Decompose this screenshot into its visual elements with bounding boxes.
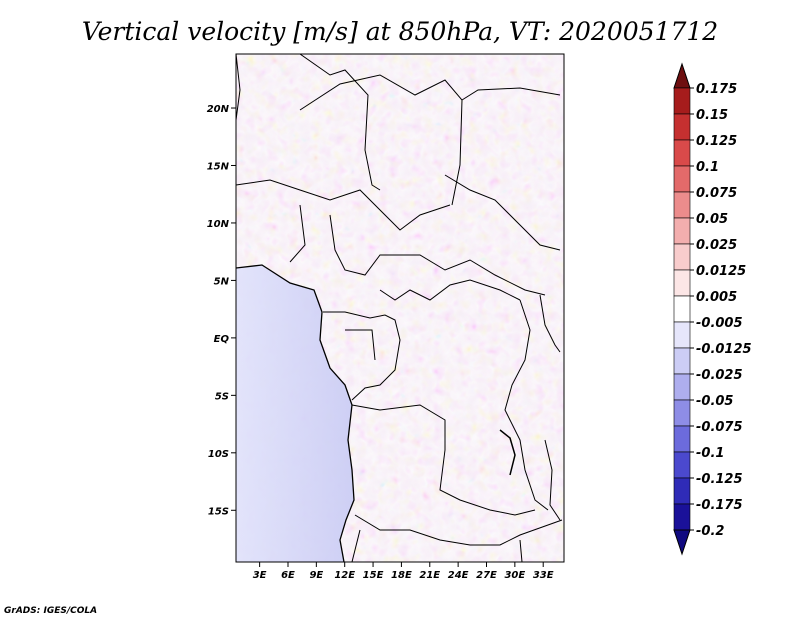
- colorbar-swatch: [673, 321, 691, 349]
- colorbar-swatch: [673, 139, 691, 167]
- y-tick-label: 5S: [215, 391, 229, 402]
- ocean-region: [236, 265, 354, 562]
- colorbar-label: -0.075: [696, 420, 743, 435]
- colorbar-label: 0.175: [696, 82, 737, 97]
- chart-title: Vertical velocity [m/s] at 850hPa, VT: 2…: [82, 17, 718, 46]
- colorbar-swatch: [673, 295, 691, 323]
- y-tick-label: 5N: [214, 276, 230, 287]
- colorbar-swatch: [673, 477, 691, 505]
- x-tick-label: 6E: [281, 570, 295, 581]
- colorbar-swatch: [673, 243, 691, 271]
- colorbar-label: 0.15: [696, 108, 728, 123]
- colorbar-label: 0.1: [696, 160, 719, 175]
- x-tick-label: 30E: [504, 570, 525, 581]
- colorbar-swatch: [673, 503, 691, 531]
- coastline-and-borders: [236, 54, 563, 562]
- colorbar-label: 0.125: [696, 134, 737, 149]
- y-tick-label: 20N: [207, 104, 230, 115]
- colorbar-swatch: [673, 191, 691, 219]
- y-tick-label: 15S: [208, 506, 229, 517]
- x-tick-label: 24E: [448, 570, 469, 581]
- y-tick-label: 10N: [207, 219, 230, 230]
- map-panel: 3E 6E 9E 12E 15E 18E 21E 24E 27E 30E 33E 20N 15N 10N…: [207, 53, 565, 581]
- x-tick-label: 18E: [391, 570, 412, 581]
- colorbar-swatch: [673, 217, 691, 245]
- y-tick-label: 10S: [208, 449, 229, 460]
- y-tick-label: 15N: [207, 161, 230, 172]
- colorbar-swatch: [673, 373, 691, 401]
- map-frame: [235, 53, 565, 563]
- colorbar-label: -0.05: [696, 394, 733, 409]
- colorbar-label: -0.2: [696, 524, 724, 539]
- colorbar-label: 0.005: [696, 290, 737, 305]
- x-tick-label: 33E: [533, 570, 554, 581]
- colorbar-label: -0.005: [696, 316, 743, 331]
- colorbar-swatch: [673, 425, 691, 453]
- colorbar-swatch: [673, 87, 691, 115]
- x-tick-label: 9E: [309, 570, 323, 581]
- x-tick-label: 3E: [253, 570, 267, 581]
- colorbar-swatch: [673, 451, 691, 479]
- colorbar-swatch: [673, 113, 691, 141]
- colorbar-label: 0.0125: [696, 264, 746, 279]
- credit-label: GrADS: IGES/COLA: [4, 606, 97, 616]
- x-tick-label: 12E: [334, 570, 355, 581]
- colorbar-label: 0.025: [696, 238, 737, 253]
- colorbar-label: -0.025: [696, 368, 743, 383]
- colorbar-label: -0.175: [696, 498, 743, 513]
- x-tick-label: 21E: [419, 570, 440, 581]
- colorbar-label: 0.05: [696, 212, 728, 227]
- colorbar-label: -0.0125: [696, 342, 752, 357]
- y-axis: 20N 15N 10N 5N EQ 5S 10S 15S: [207, 104, 236, 517]
- colorbar-swatch: [673, 347, 691, 375]
- colorbar: 0.175 0.15 0.125 0.1 0.075 0.05 0.025 0.0125 0.0…: [673, 62, 752, 556]
- x-tick-label: 15E: [363, 570, 384, 581]
- x-tick-label: 27E: [476, 570, 497, 581]
- colorbar-swatch: [673, 165, 691, 193]
- colorbar-swatch: [673, 269, 691, 297]
- colorbar-label: 0.075: [696, 186, 737, 201]
- x-axis: 3E 6E 9E 12E 15E 18E 21E 24E 27E 30E 33E: [253, 562, 554, 581]
- colorbar-label: -0.125: [696, 472, 743, 487]
- colorbar-max-arrow: [673, 62, 691, 89]
- colorbar-swatch: [673, 399, 691, 427]
- colorbar-min-arrow: [673, 529, 691, 556]
- colorbar-label: -0.1: [696, 446, 724, 461]
- y-tick-label: EQ: [214, 334, 230, 345]
